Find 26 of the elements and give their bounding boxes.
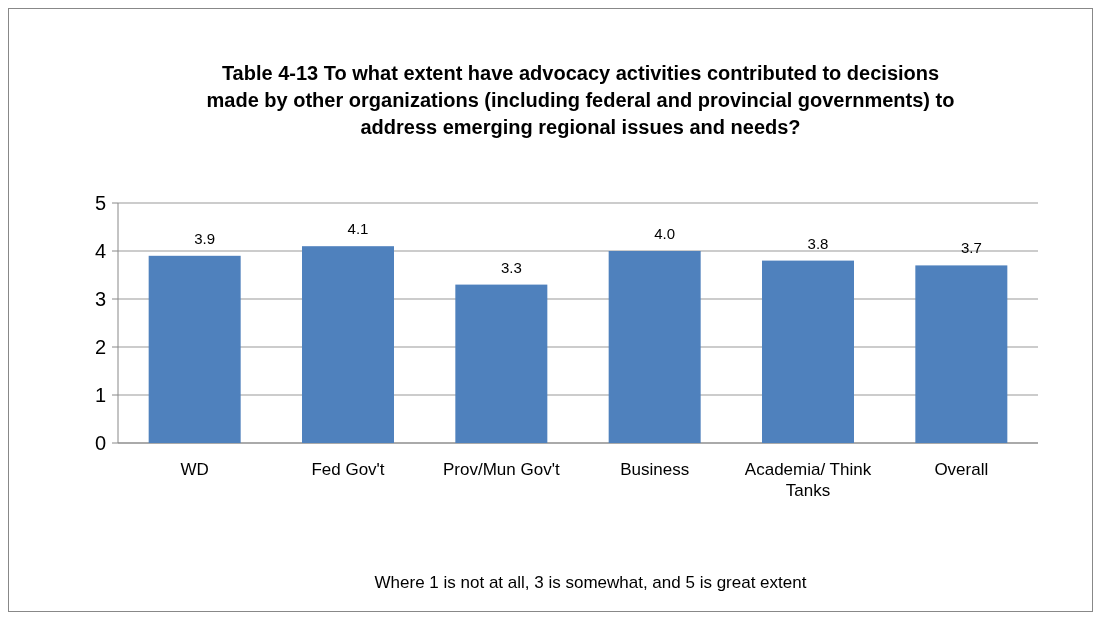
y-tick-label: 3 [94, 288, 106, 310]
bar [762, 260, 854, 443]
bar [608, 251, 701, 443]
bar [455, 284, 548, 443]
x-tick-label: Prov/Mun Gov't [443, 460, 560, 479]
data-label: 3.9 [194, 229, 216, 247]
x-tick-label: Overall [934, 460, 989, 479]
y-tick-label: 0 [94, 432, 106, 454]
y-tick-label: 2 [94, 336, 106, 358]
bar [915, 265, 1008, 443]
y-tick-label: 4 [94, 240, 106, 262]
y-tick-label: 5 [94, 192, 106, 214]
x-tick-label: Business [620, 460, 690, 479]
data-label: 4.1 [347, 220, 369, 238]
x-tick-label: Academia/ Think Tanks [744, 460, 872, 500]
bar [148, 255, 241, 443]
data-label: 3.3 [500, 258, 522, 276]
y-tick-label: 1 [94, 384, 106, 406]
x-tick-label: Fed Gov't [311, 460, 385, 479]
data-label: 3.8 [807, 234, 829, 252]
x-tick-label: WD [180, 460, 209, 479]
chart-title: Table 4-13 To what extent have advocacy activities contributed to decisions made by other organizations (including federal and provincial governments) to address emerging regional issues and needs? [206, 62, 955, 138]
data-label: 3.7 [960, 239, 982, 257]
text: Where 1 is not at all, 3 is somewhat, and 5 is great extent [374, 573, 807, 592]
bar [302, 246, 394, 443]
data-label: 4.0 [654, 225, 676, 242]
